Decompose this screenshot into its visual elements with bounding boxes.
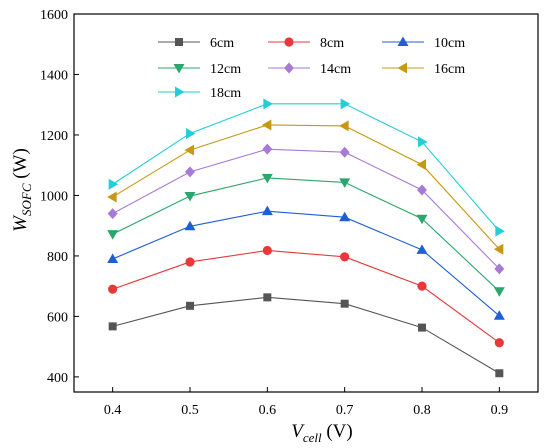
data-point: [339, 120, 349, 132]
series-14cm: [107, 143, 505, 275]
y-tick-label: 600: [47, 310, 68, 325]
data-point: [107, 191, 117, 203]
legend-label: 14cm: [320, 62, 351, 77]
series-line: [112, 210, 500, 317]
data-point: [108, 178, 119, 190]
data-point: [493, 310, 505, 320]
data-point: [263, 293, 272, 302]
y-tick-label: 1200: [40, 129, 68, 144]
series-line: [112, 296, 500, 374]
x-axis-title: Vcell (V): [291, 421, 353, 445]
data-point: [108, 322, 117, 331]
data-point: [495, 369, 504, 378]
data-point: [418, 136, 428, 148]
x-tick-label: 0.6: [259, 403, 277, 418]
data-point: [107, 208, 118, 220]
legend-item-8cm: 8cm: [268, 36, 344, 51]
series-8cm: [108, 245, 504, 348]
data-point: [107, 230, 119, 240]
legend-label: 8cm: [320, 36, 344, 51]
series-10cm: [107, 205, 505, 320]
data-point: [339, 178, 351, 188]
legend-marker: [397, 36, 409, 46]
legend-label: 16cm: [434, 62, 465, 77]
data-point: [494, 338, 504, 348]
x-tick-label: 0.7: [336, 403, 354, 418]
data-point: [493, 243, 504, 255]
legend-marker: [175, 86, 185, 98]
series-16cm: [107, 119, 504, 255]
legend-marker: [284, 37, 294, 47]
data-point: [493, 287, 505, 297]
data-point: [184, 144, 194, 156]
data-point: [263, 98, 273, 110]
data-point: [416, 214, 428, 225]
axis-ticks: 0.4 0.5 0.6 0.7 0.8 0.9 400 600 800 1000 1200 1400 1…: [40, 8, 508, 418]
y-tick-label: 800: [47, 250, 68, 265]
data-point: [261, 205, 273, 216]
y-tick-label: 1600: [40, 8, 68, 23]
data-point: [339, 146, 350, 158]
data-point: [108, 284, 118, 294]
legend-marker: [397, 62, 407, 74]
series-18cm: [108, 98, 505, 237]
y-tick-label: 400: [47, 371, 68, 386]
data-point: [339, 211, 351, 222]
data-point: [417, 281, 427, 291]
data-point: [261, 119, 272, 131]
y-axis-title: WSOFC (W): [10, 148, 34, 232]
series-layer: [107, 98, 505, 378]
y-tick-label: 1000: [40, 189, 68, 204]
legend-item-6cm: 6cm: [158, 36, 234, 51]
series-12cm: [107, 173, 505, 297]
plot-frame: [73, 13, 539, 393]
legend-marker: [284, 62, 294, 74]
legend-label: 12cm: [210, 62, 241, 77]
x-tick-label: 0.5: [181, 403, 199, 418]
data-point: [416, 159, 426, 171]
series-6cm: [108, 293, 504, 378]
data-point: [417, 184, 427, 196]
plot-area: [73, 13, 539, 393]
data-point: [184, 192, 196, 202]
data-point: [495, 225, 505, 237]
legend-marker: [173, 64, 185, 74]
x-tick-label: 0.4: [104, 403, 122, 418]
data-point: [186, 127, 196, 139]
legend-label: 10cm: [434, 36, 465, 51]
data-point: [340, 98, 351, 110]
data-point: [262, 245, 272, 256]
legend-marker: [175, 38, 183, 46]
data-point: [418, 323, 426, 332]
data-point: [185, 257, 195, 267]
y-tick-label: 1400: [40, 68, 68, 83]
legend-item-18cm: 18cm: [158, 86, 241, 101]
data-point: [261, 173, 273, 184]
data-point: [107, 253, 119, 263]
x-tick-label: 0.8: [413, 403, 431, 418]
data-point: [184, 220, 196, 231]
legend-item-16cm: 16cm: [382, 62, 465, 77]
legend-item-10cm: 10cm: [382, 36, 465, 51]
data-point: [340, 252, 350, 262]
series-line: [112, 124, 500, 250]
x-tick-label: 0.9: [491, 403, 509, 418]
legend: 6cm 8cm 10cm 12cm 14cm 16cm 18cm: [158, 36, 465, 101]
series-line: [112, 177, 500, 292]
series-line: [112, 148, 500, 270]
series-line: [112, 103, 500, 232]
data-point: [186, 301, 194, 310]
data-point: [494, 263, 505, 275]
legend-item-12cm: 12cm: [158, 62, 241, 77]
legend-label: 6cm: [210, 36, 234, 51]
legend-label: 18cm: [210, 86, 241, 101]
data-point: [185, 166, 195, 178]
series-line: [112, 249, 500, 344]
legend-item-14cm: 14cm: [268, 62, 351, 77]
data-point: [416, 244, 428, 254]
data-point: [262, 143, 273, 155]
data-point: [340, 299, 349, 308]
